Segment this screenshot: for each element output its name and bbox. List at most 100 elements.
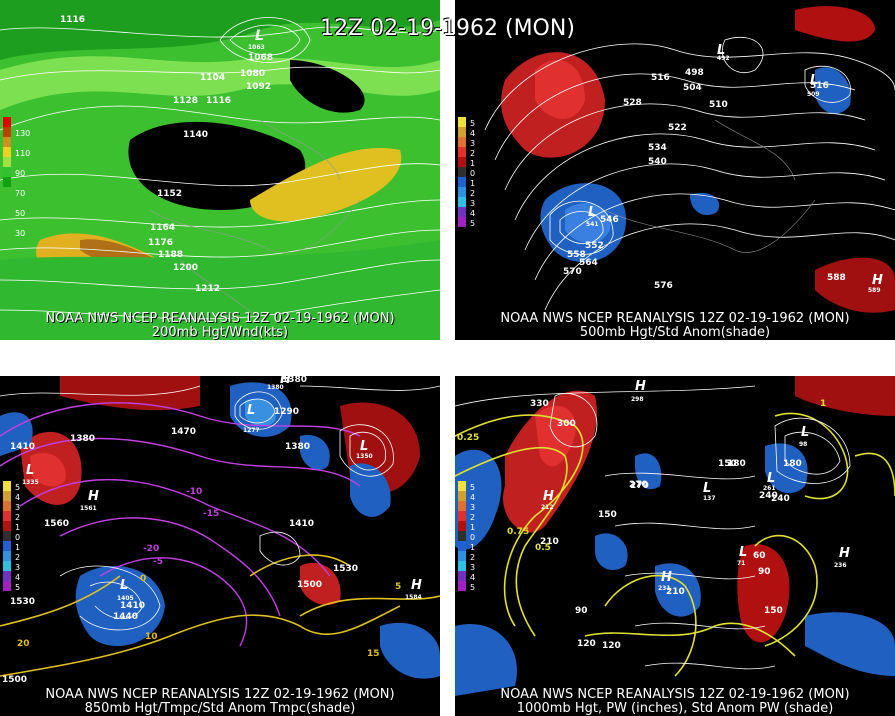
colorbar-swatch — [3, 551, 11, 561]
high-value: 1380 — [267, 384, 284, 391]
contour-label: 1530 — [10, 597, 35, 607]
colorbar-swatch — [458, 521, 466, 531]
contour-label: 1500 — [2, 675, 27, 685]
colorbar-swatch — [3, 581, 11, 591]
low-value: 137 — [703, 495, 716, 502]
map-1000mb — [455, 376, 895, 696]
contour-label: 1116 — [206, 96, 231, 106]
low-value: 98 — [799, 441, 807, 448]
panel-caption-line2: 1000mb Hgt, PW (inches), Std Anom PW (sh… — [516, 701, 834, 716]
contour-label: 270 — [630, 481, 649, 491]
high-marker: H — [543, 489, 554, 504]
contour-label: 210 — [666, 587, 685, 597]
panel-caption-line1: NOAA NWS NCEP REANALYSIS 12Z 02-19-1962 … — [500, 687, 850, 702]
contour-label: 1104 — [200, 73, 225, 83]
colorbar-swatch — [458, 207, 466, 217]
contour-label: 498 — [685, 68, 704, 78]
colorbar-swatch — [3, 147, 11, 157]
colorbar-label: 3 — [15, 563, 21, 572]
colorbar-swatch — [3, 491, 11, 501]
colorbar-label: 1 — [470, 543, 476, 552]
panel-500mb: 5 4 3 2 1 0 1 2 3 4 5 516 498 504 510 51… — [455, 0, 895, 340]
contour-label: 1380 — [282, 376, 307, 385]
contour-label: 510 — [709, 100, 728, 110]
colorbar-swatch — [458, 481, 466, 491]
colorbar-500mb: 5 4 3 2 1 0 1 2 3 4 5 — [458, 117, 475, 228]
low-value: 1335 — [22, 479, 39, 486]
contour-label: 180 — [783, 459, 802, 469]
high-marker: H — [88, 489, 99, 504]
high-value: 1584 — [405, 594, 422, 601]
contour-label: 534 — [648, 143, 667, 153]
contour-label: 120 — [602, 641, 621, 651]
contour-label: 540 — [648, 157, 667, 167]
contour-label: 1410 — [289, 519, 314, 529]
contour-label: 522 — [668, 123, 687, 133]
labels-850mb: 1410 1380 1290 1380 1470 1560 1410 1530 … — [2, 376, 422, 685]
colorbar-swatch — [458, 217, 466, 227]
colorbar-swatch — [3, 571, 11, 581]
contour-label: 300 — [557, 419, 576, 429]
colorbar-swatch — [458, 541, 466, 551]
temp-label: -5 — [153, 557, 163, 567]
contour-label: 150 — [598, 510, 617, 520]
high-marker: H — [872, 273, 883, 288]
low-value: 261 — [763, 485, 776, 492]
colorbar-label: 1 — [15, 523, 21, 532]
colorbar-swatch — [3, 521, 11, 531]
contour-label: 1470 — [171, 427, 196, 437]
contour-label: 1188 — [158, 250, 183, 260]
high-value: 236 — [834, 562, 847, 569]
contour-label: 516 — [810, 81, 829, 91]
low-marker: L — [767, 471, 775, 486]
contour-label: 552 — [585, 241, 604, 251]
contour-label: 90 — [575, 606, 588, 616]
contour-label: 1290 — [274, 407, 299, 417]
colorbar-label: 70 — [15, 189, 26, 198]
low-value: 1063 — [248, 44, 265, 51]
contour-label: 1140 — [183, 130, 208, 140]
contour-label: 150 — [764, 606, 783, 616]
contour-label: 150 — [718, 459, 737, 469]
contour-label: 558 — [567, 250, 586, 260]
low-value: 541 — [586, 221, 599, 228]
colorbar-label: 4 — [470, 493, 476, 502]
pw-label: 0.25 — [457, 433, 479, 443]
low-marker: L — [717, 43, 725, 58]
colorbar-swatch — [3, 511, 11, 521]
low-marker: L — [120, 578, 128, 593]
panel-200mb: 130 110 90 70 50 30 1116 1068 1080 1092 … — [0, 0, 440, 340]
colorbar-label: 4 — [470, 573, 476, 582]
contour-label: 120 — [577, 639, 596, 649]
low-marker: L — [588, 205, 596, 220]
contour-label: 1092 — [246, 82, 271, 92]
contour-label: 210 — [540, 537, 559, 547]
temp-label: 0 — [140, 574, 146, 584]
colorbar-swatch — [3, 127, 11, 137]
colorbar-label: 5 — [15, 583, 21, 592]
colorbar-swatch — [3, 541, 11, 551]
panel-caption-line2: 500mb Hgt/Std Anom(shade) — [579, 325, 771, 340]
contour-label: 570 — [563, 267, 582, 277]
low-marker: L — [810, 73, 818, 88]
low-value: 1350 — [356, 453, 373, 460]
colorbar-label: 2 — [470, 189, 476, 198]
high-value: 231 — [658, 585, 671, 592]
colorbar-label: 50 — [15, 209, 26, 218]
temp-label: -15 — [203, 509, 219, 519]
contour-label: 1500 — [297, 580, 322, 590]
colorbar-label: 2 — [470, 149, 476, 158]
colorbar-swatch — [3, 117, 11, 127]
high-marker: H — [635, 379, 646, 394]
panel-caption-line1: NOAA NWS NCEP REANALYSIS 12Z 02-19-1962 … — [45, 687, 395, 702]
colorbar-swatch — [458, 117, 466, 127]
contour-label: 1212 — [195, 284, 220, 294]
contour-label: 546 — [600, 215, 619, 225]
labels-200mb: 1116 1068 1080 1092 1104 1116 1128 1140 … — [60, 15, 273, 294]
colorbar-label: 90 — [15, 169, 26, 178]
low-marker: L — [360, 439, 368, 454]
colorbar-swatch — [458, 157, 466, 167]
low-value: 509 — [807, 91, 820, 98]
contour-label: 1380 — [70, 434, 95, 444]
